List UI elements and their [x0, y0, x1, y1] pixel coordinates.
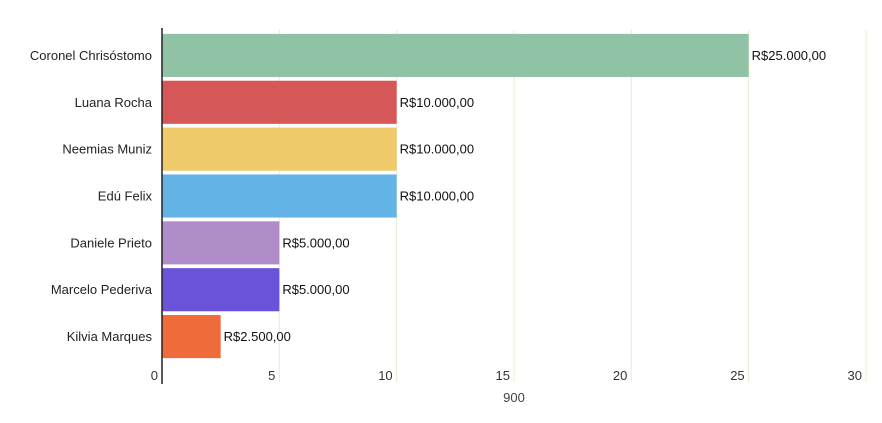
category-label: Coronel Chrisóstomo	[30, 48, 152, 63]
value-label: R$10.000,00	[400, 142, 474, 157]
value-label: R$2.500,00	[224, 329, 291, 344]
category-label: Marcelo Pederiva	[51, 282, 153, 297]
x-axis-ticks: 0 5 10 15 20 25 30	[151, 368, 862, 383]
category-label: Kilvia Marques	[67, 329, 153, 344]
category-label: Edú Felix	[98, 189, 153, 204]
value-label: R$5.000,00	[282, 235, 349, 250]
x-tick-label: 10	[378, 368, 392, 383]
category-label: Luana Rocha	[75, 95, 153, 110]
x-tick-label: 25	[730, 368, 744, 383]
x-tick-label: 20	[613, 368, 627, 383]
bar[interactable]	[162, 268, 280, 312]
value-label: R$10.000,00	[400, 189, 474, 204]
bar[interactable]	[162, 127, 397, 171]
value-label: R$25.000,00	[752, 48, 826, 63]
bar[interactable]	[162, 315, 221, 359]
value-label: R$5.000,00	[282, 282, 349, 297]
x-tick-label: 5	[268, 368, 275, 383]
bar[interactable]	[162, 221, 280, 265]
x-axis-title: 900	[503, 390, 525, 405]
category-label: Daniele Prieto	[70, 235, 152, 250]
value-label: R$10.000,00	[400, 95, 474, 110]
x-tick-label: 0	[151, 368, 158, 383]
x-tick-label: 30	[848, 368, 862, 383]
bars: Coronel Chrisóstomo R$25.000,00 Luana Roch…	[30, 33, 826, 359]
bar[interactable]	[162, 33, 749, 77]
x-tick-label: 15	[496, 368, 510, 383]
bar[interactable]	[162, 80, 397, 124]
category-label: Neemias Muniz	[62, 142, 152, 157]
bar[interactable]	[162, 174, 397, 218]
